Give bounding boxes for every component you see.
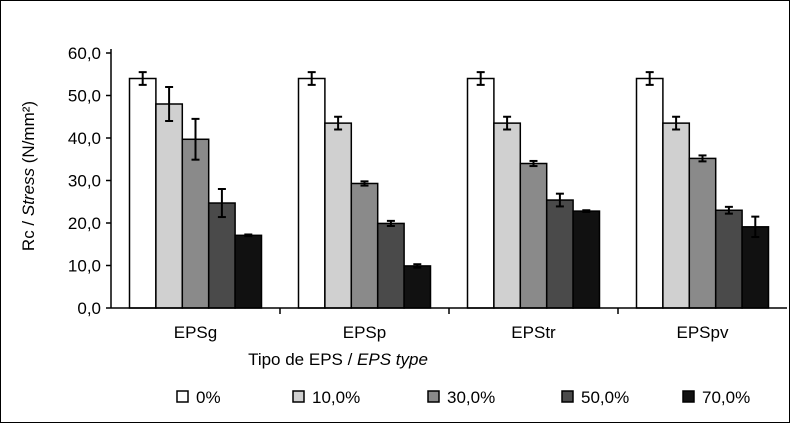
bar-epsp-10-0 xyxy=(324,122,353,309)
bar-epstr-50-0 xyxy=(545,199,574,309)
y-axis-title-plain: Rc / xyxy=(19,216,38,251)
legend-item-30-0: 30,0% xyxy=(427,388,495,407)
bar-epspv-30-0 xyxy=(688,157,717,309)
bar-epsp-30-0 xyxy=(350,182,379,309)
legend-item-50-0: 50,0% xyxy=(561,388,629,407)
error-bar-epspv-70-0 xyxy=(751,215,760,239)
error-bar-epstr-70-0 xyxy=(582,209,591,213)
error-bar-epsg-30-0 xyxy=(191,117,200,161)
y-axis-title-italic: Stress xyxy=(19,167,38,216)
legend-label-0: 0% xyxy=(196,388,221,407)
x-axis-title: Tipo de EPS / EPS type xyxy=(248,350,428,369)
error-bar-epstr-10-0 xyxy=(503,115,512,131)
bar-epsg-0 xyxy=(128,77,157,309)
error-bar-epsg-10-0 xyxy=(165,86,174,122)
y-tick-label-2: 20,0 xyxy=(68,214,101,233)
error-bar-epspv-0 xyxy=(645,71,654,86)
error-bars-layer xyxy=(138,71,760,269)
legend-item-0: 0% xyxy=(176,388,221,407)
category-label-epsg: EPSg xyxy=(174,323,217,342)
error-bar-epspv-30-0 xyxy=(698,154,707,163)
error-bar-epsp-30-0 xyxy=(360,180,369,187)
bar-epsg-10-0 xyxy=(155,103,184,309)
legend-swatch-10-0 xyxy=(292,390,305,403)
x-axis-title-italic: EPS type xyxy=(357,350,428,369)
legend-swatch-0 xyxy=(176,390,189,403)
bar-epspv-0 xyxy=(635,77,664,309)
legend-swatch-70-0 xyxy=(682,390,695,403)
error-bar-epsp-10-0 xyxy=(334,115,343,131)
legend-swatch-30-0 xyxy=(427,390,440,403)
y-axis-title: Rc / Stress (N/mm²) xyxy=(19,101,38,251)
error-bar-epsp-70-0 xyxy=(413,263,422,269)
bar-epstr-10-0 xyxy=(493,122,522,309)
legend: 0% 10,0% 30,0% 50,0% 70,0% xyxy=(176,388,750,407)
bar-epstr-70-0 xyxy=(572,210,601,309)
legend-item-70-0: 70,0% xyxy=(682,388,750,407)
bar-epspv-10-0 xyxy=(662,122,691,309)
error-bar-epsp-50-0 xyxy=(386,219,395,227)
error-bar-epspv-50-0 xyxy=(724,205,733,215)
y-tick-label-0: 0,0 xyxy=(77,299,101,318)
error-bar-epsp-0 xyxy=(307,71,316,86)
bar-epspv-50-0 xyxy=(714,209,743,309)
legend-label-30-0: 30,0% xyxy=(447,388,495,407)
legend-swatch-50-0 xyxy=(561,390,574,403)
category-label-epspv: EPSpv xyxy=(677,323,729,342)
bar-epstr-30-0 xyxy=(519,162,548,309)
category-labels: EPSg EPSp EPStr EPSpv xyxy=(174,323,729,342)
error-bar-epsg-0 xyxy=(138,71,147,86)
bar-epsg-70-0 xyxy=(234,234,263,309)
y-tick-labels: 0,0 10,0 20,0 30,0 40,0 50,0 60,0 xyxy=(68,44,101,318)
category-label-epstr: EPStr xyxy=(511,323,556,342)
category-label-epsp: EPSp xyxy=(343,323,386,342)
bar-epsg-50-0 xyxy=(207,202,236,309)
error-bar-epsg-70-0 xyxy=(244,233,253,238)
y-tick-label-6: 60,0 xyxy=(68,44,101,63)
legend-label-50-0: 50,0% xyxy=(581,388,629,407)
axes-layer xyxy=(106,49,787,314)
y-axis-title-unit: (N/mm²) xyxy=(19,101,38,168)
error-bar-epstr-50-0 xyxy=(555,192,564,208)
bar-epspv-70-0 xyxy=(741,226,770,309)
error-bar-epstr-0 xyxy=(476,71,485,86)
bar-epsp-70-0 xyxy=(403,265,432,309)
error-bar-epstr-30-0 xyxy=(529,159,538,168)
bar-epsg-30-0 xyxy=(181,138,210,309)
y-tick-label-4: 40,0 xyxy=(68,129,101,148)
legend-item-10-0: 10,0% xyxy=(292,388,360,407)
x-axis-title-plain: Tipo de EPS / xyxy=(248,350,357,369)
error-bar-epspv-10-0 xyxy=(672,115,681,131)
y-tick-label-5: 50,0 xyxy=(68,87,101,106)
legend-label-70-0: 70,0% xyxy=(702,388,750,407)
bar-epsp-0 xyxy=(297,77,326,309)
y-tick-label-3: 30,0 xyxy=(68,172,101,191)
legend-label-10-0: 10,0% xyxy=(312,388,360,407)
bars-layer xyxy=(128,77,770,309)
bar-epsp-50-0 xyxy=(376,222,405,309)
y-tick-label-1: 10,0 xyxy=(68,257,101,276)
bar-epstr-0 xyxy=(466,77,495,309)
error-bar-epsg-50-0 xyxy=(217,188,226,219)
